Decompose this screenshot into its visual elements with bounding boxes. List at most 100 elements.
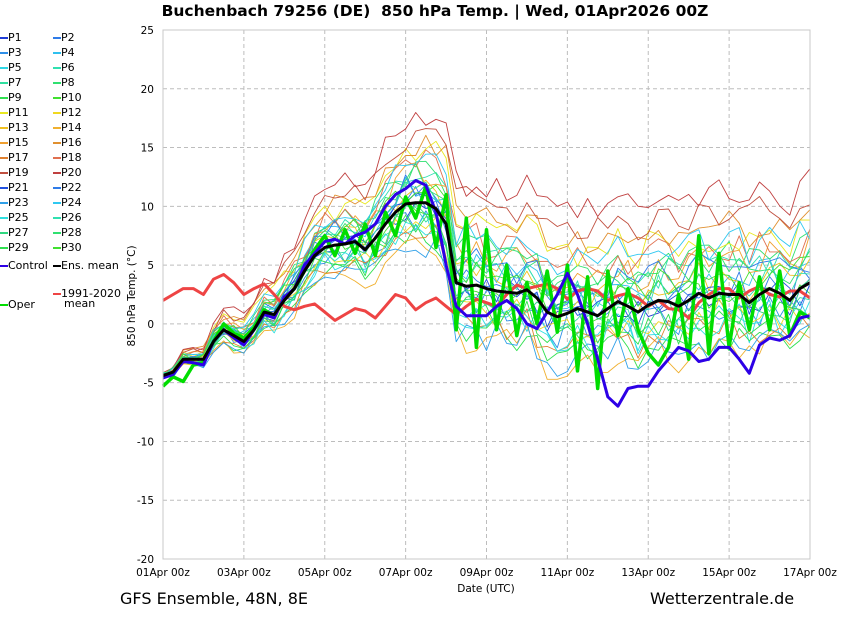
- legend-item-p24: P24: [53, 196, 82, 210]
- legend-swatch: [0, 157, 8, 159]
- legend-label: P22: [61, 181, 82, 194]
- legend-swatch: [0, 304, 8, 306]
- legend-label: P18: [61, 151, 82, 164]
- legend-swatch: [0, 202, 8, 204]
- legend-swatch: [53, 112, 61, 114]
- legend-label: P9: [8, 91, 22, 104]
- y-axis-label: 850 hPa Temp. (°C): [126, 245, 138, 346]
- series-line-p11: [162, 140, 811, 377]
- x-tick-label: 09Apr 00z: [460, 567, 514, 579]
- legend-label: P26: [61, 211, 82, 224]
- series-line-p14: [162, 237, 811, 380]
- legend-swatch: [53, 202, 61, 204]
- legend-label: P12: [61, 106, 82, 119]
- legend-label: P6: [61, 61, 75, 74]
- legend-item-p25: P25: [0, 211, 29, 225]
- legend-swatch: [53, 67, 61, 69]
- series-line-p18: [162, 149, 811, 378]
- legend-swatch: [53, 97, 61, 99]
- x-tick-label: 17Apr 00z: [783, 567, 837, 579]
- legend-label: P28: [61, 226, 82, 239]
- legend-swatch: [53, 187, 61, 189]
- legend-label: P5: [8, 61, 22, 74]
- legend-label: P1: [8, 31, 22, 44]
- y-tick-label: 20: [141, 84, 154, 96]
- legend-label: P19: [8, 166, 29, 179]
- legend-item-p20: P20: [53, 166, 82, 180]
- legend-label: P7: [8, 76, 22, 89]
- y-tick-label: -15: [137, 495, 154, 507]
- legend-label: P21: [8, 181, 29, 194]
- legend-swatch: [53, 247, 61, 249]
- legend-item-p23: P23: [0, 196, 29, 210]
- legend-label: P14: [61, 121, 82, 134]
- legend-item-p28: P28: [53, 226, 82, 240]
- y-tick-label: 25: [141, 25, 154, 37]
- legend-item-p14: P14: [53, 121, 82, 135]
- series-line-p16: [162, 134, 811, 376]
- legend-label: P15: [8, 136, 29, 149]
- source-watermark: Wetterzentrale.de: [650, 589, 795, 608]
- x-tick-label: 07Apr 00z: [379, 567, 433, 579]
- legend-item-climatology: 1991-2020: [53, 287, 121, 301]
- legend-label-climatology-line2: mean: [64, 297, 96, 310]
- legend-label: P17: [8, 151, 29, 164]
- legend-swatch: [0, 172, 8, 174]
- legend-label: P29: [8, 241, 29, 254]
- legend-item-p17: P17: [0, 151, 29, 165]
- legend-item-p18: P18: [53, 151, 82, 165]
- legend-label: P16: [61, 136, 82, 149]
- legend-label: Ens. mean: [61, 259, 119, 272]
- legend-label: P8: [61, 76, 75, 89]
- legend-swatch: [0, 52, 8, 54]
- legend-item-p1: P1: [0, 31, 22, 45]
- legend-label: P30: [61, 241, 82, 254]
- legend-swatch: [0, 82, 8, 84]
- legend-item-p21: P21: [0, 181, 29, 195]
- y-tick-label: 5: [147, 260, 154, 272]
- legend-label: P11: [8, 106, 29, 119]
- x-tick-label: 15Apr 00z: [702, 567, 756, 579]
- y-tick-label: -20: [137, 554, 154, 566]
- legend-item-control: Control: [0, 259, 48, 273]
- legend-item-ens-mean: Ens. mean: [53, 259, 119, 273]
- legend-swatch: [53, 142, 61, 144]
- legend-swatch: [53, 37, 61, 39]
- legend-swatch: [0, 127, 8, 129]
- legend-swatch: [0, 97, 8, 99]
- legend-swatch: [0, 67, 8, 69]
- x-tick-label: 11Apr 00z: [541, 567, 595, 579]
- series-line-p25: [162, 221, 811, 379]
- legend-item-p3: P3: [0, 46, 22, 60]
- y-tick-label: -5: [144, 378, 154, 390]
- legend-label: P20: [61, 166, 82, 179]
- legend-label: P10: [61, 91, 82, 104]
- legend-swatch: [53, 82, 61, 84]
- legend-item-p15: P15: [0, 136, 29, 150]
- y-tick-label: 10: [141, 201, 154, 213]
- plot-frame: [162, 29, 811, 560]
- series-line-ens-mean: [162, 201, 811, 378]
- x-tick-label: 05Apr 00z: [298, 567, 352, 579]
- series-line-p19: [162, 128, 811, 379]
- legend-swatch: [0, 232, 8, 234]
- legend-swatch: [53, 172, 61, 174]
- legend-label: P2: [61, 31, 75, 44]
- legend-item-oper: Oper: [0, 298, 35, 312]
- legend-swatch: [0, 37, 8, 39]
- legend-item-p9: P9: [0, 91, 22, 105]
- series-line-p20: [162, 112, 811, 374]
- legend-label: Control: [8, 259, 48, 272]
- legend-item-p8: P8: [53, 76, 75, 90]
- chart-title: Buchenbach 79256 (DE) 850 hPa Temp. | We…: [161, 2, 709, 20]
- legend-label: P23: [8, 196, 29, 209]
- legend-swatch: [0, 217, 8, 219]
- series-line-p22: [162, 174, 811, 376]
- legend-item-p19: P19: [0, 166, 29, 180]
- legend-item-p29: P29: [0, 241, 29, 255]
- legend-swatch: [53, 232, 61, 234]
- x-tick-label: 01Apr 00z: [136, 567, 190, 579]
- legend-item-p12: P12: [53, 106, 82, 120]
- x-axis-label: Date (UTC): [457, 583, 514, 595]
